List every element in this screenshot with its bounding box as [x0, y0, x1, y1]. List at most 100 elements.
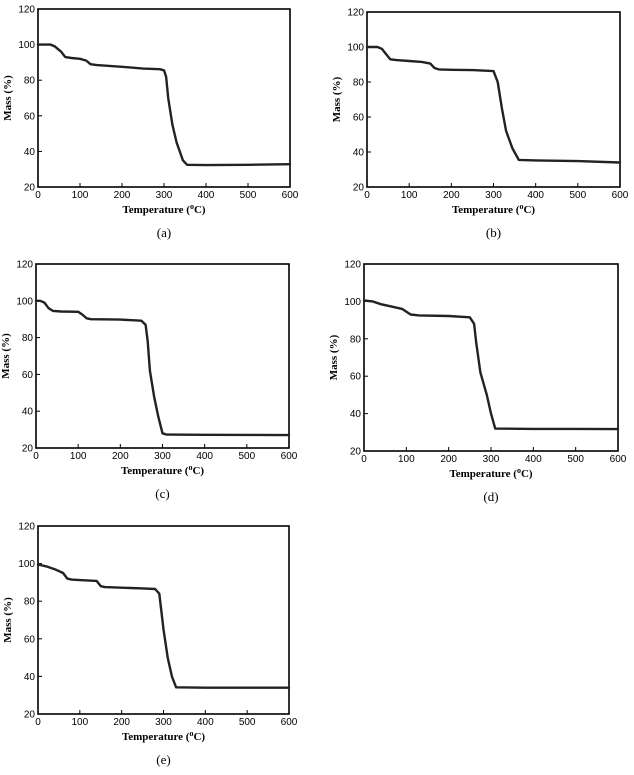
y-tick-label: 40	[22, 407, 34, 418]
y-tick-label: 20	[353, 183, 365, 194]
y-tick-label: 120	[16, 260, 33, 271]
y-tick-label: 80	[22, 333, 34, 344]
y-tick-label: 100	[347, 43, 364, 54]
y-tick-label: 60	[22, 370, 34, 381]
x-tick-label: 0	[361, 454, 367, 465]
panel-label: (d)	[483, 489, 498, 504]
panel-label: (e)	[156, 752, 170, 767]
y-tick-label: 100	[18, 40, 35, 51]
x-axis-title-unit: C)	[194, 204, 206, 216]
y-axis-title: Mass (%)	[328, 334, 340, 380]
x-axis-title-unit: C)	[523, 204, 535, 216]
x-tick-label: 200	[112, 451, 129, 462]
x-tick-label: 400	[198, 190, 215, 201]
y-axis-title: Mass (%)	[331, 76, 343, 122]
y-tick-label: 120	[18, 5, 35, 16]
y-tick-label: 20	[24, 710, 36, 721]
x-tick-label: 200	[443, 190, 460, 201]
mass-curve	[362, 299, 620, 431]
x-tick-label: 600	[281, 717, 298, 728]
y-axis-title: Mass (%)	[2, 597, 14, 643]
x-tick-label: 100	[70, 451, 87, 462]
x-tick-label: 500	[239, 717, 256, 728]
y-tick-label: 80	[353, 78, 365, 89]
y-tick-label: 40	[353, 148, 365, 159]
x-tick-label: 600	[281, 451, 298, 462]
x-tick-label: 200	[113, 717, 130, 728]
x-axis-title-degree: o	[188, 463, 192, 472]
x-tick-label: 0	[33, 451, 39, 462]
x-tick-label: 200	[440, 454, 457, 465]
x-axis-title-unit: C)	[193, 731, 205, 743]
x-tick-label: 400	[196, 451, 213, 462]
x-tick-label: 0	[35, 190, 41, 201]
x-axis-title-degree: o	[189, 729, 193, 738]
x-tick-label: 500	[238, 451, 255, 462]
y-tick-label: 40	[24, 672, 36, 683]
y-tick-label: 80	[350, 334, 362, 345]
x-axis-title-main: Temperature (	[122, 204, 190, 216]
x-tick-label: 300	[485, 190, 502, 201]
x-axis-title: Temperature (oC)	[452, 202, 535, 216]
panel-label: (b)	[486, 225, 501, 240]
x-tick-label: 100	[401, 190, 418, 201]
x-tick-label: 0	[364, 190, 370, 201]
x-axis-title: Temperature (oC)	[449, 466, 532, 480]
x-axis-title-degree: o	[517, 466, 521, 475]
y-tick-label: 60	[353, 113, 365, 124]
y-tick-label: 120	[18, 522, 35, 533]
x-axis-title: Temperature (oC)	[121, 463, 204, 477]
x-tick-label: 100	[398, 454, 415, 465]
y-tick-label: 80	[24, 76, 36, 87]
y-tick-label: 20	[22, 444, 34, 455]
x-axis-title-main: Temperature (	[121, 465, 189, 477]
mass-curve	[36, 43, 292, 167]
x-axis-title-unit: C)	[192, 465, 204, 477]
mass-curve	[34, 299, 291, 437]
y-tick-label: 20	[350, 447, 362, 458]
x-tick-label: 300	[154, 451, 171, 462]
y-tick-label: 80	[24, 597, 36, 608]
y-tick-label: 60	[350, 372, 362, 383]
x-axis-title-unit: C)	[521, 468, 533, 480]
y-axis-title: Mass (%)	[0, 333, 12, 379]
x-tick-label: 600	[612, 190, 629, 201]
y-tick-label: 40	[350, 409, 362, 420]
x-tick-label: 0	[35, 717, 41, 728]
x-tick-label: 200	[114, 190, 131, 201]
x-tick-label: 600	[610, 454, 627, 465]
mass-curve	[365, 45, 622, 164]
x-axis-title-degree: o	[519, 202, 523, 211]
x-tick-label: 300	[483, 454, 500, 465]
y-tick-label: 120	[344, 260, 361, 271]
panel-label: (a)	[157, 225, 171, 240]
mass-curve	[36, 563, 291, 689]
y-tick-label: 60	[24, 634, 36, 645]
x-tick-label: 300	[156, 190, 173, 201]
x-axis-title: Temperature (oC)	[122, 202, 205, 216]
y-tick-label: 60	[24, 111, 36, 122]
y-tick-label: 40	[24, 147, 36, 158]
x-tick-label: 400	[525, 454, 542, 465]
y-tick-label: 100	[18, 559, 35, 570]
y-tick-label: 100	[344, 297, 361, 308]
y-axis-title: Mass (%)	[2, 75, 14, 121]
x-tick-label: 100	[72, 190, 89, 201]
x-tick-label: 400	[527, 190, 544, 201]
x-tick-label: 500	[240, 190, 257, 201]
y-tick-label: 100	[16, 296, 33, 307]
x-tick-label: 500	[567, 454, 584, 465]
y-tick-label: 20	[24, 183, 36, 194]
x-axis-title: Temperature (oC)	[122, 729, 205, 743]
x-tick-label: 500	[569, 190, 586, 201]
panel-label: (c)	[155, 486, 169, 501]
x-tick-label: 400	[197, 717, 214, 728]
x-axis-title-main: Temperature (	[452, 204, 520, 216]
x-axis-title-main: Temperature (	[122, 731, 190, 743]
x-axis-title-main: Temperature (	[449, 468, 517, 480]
